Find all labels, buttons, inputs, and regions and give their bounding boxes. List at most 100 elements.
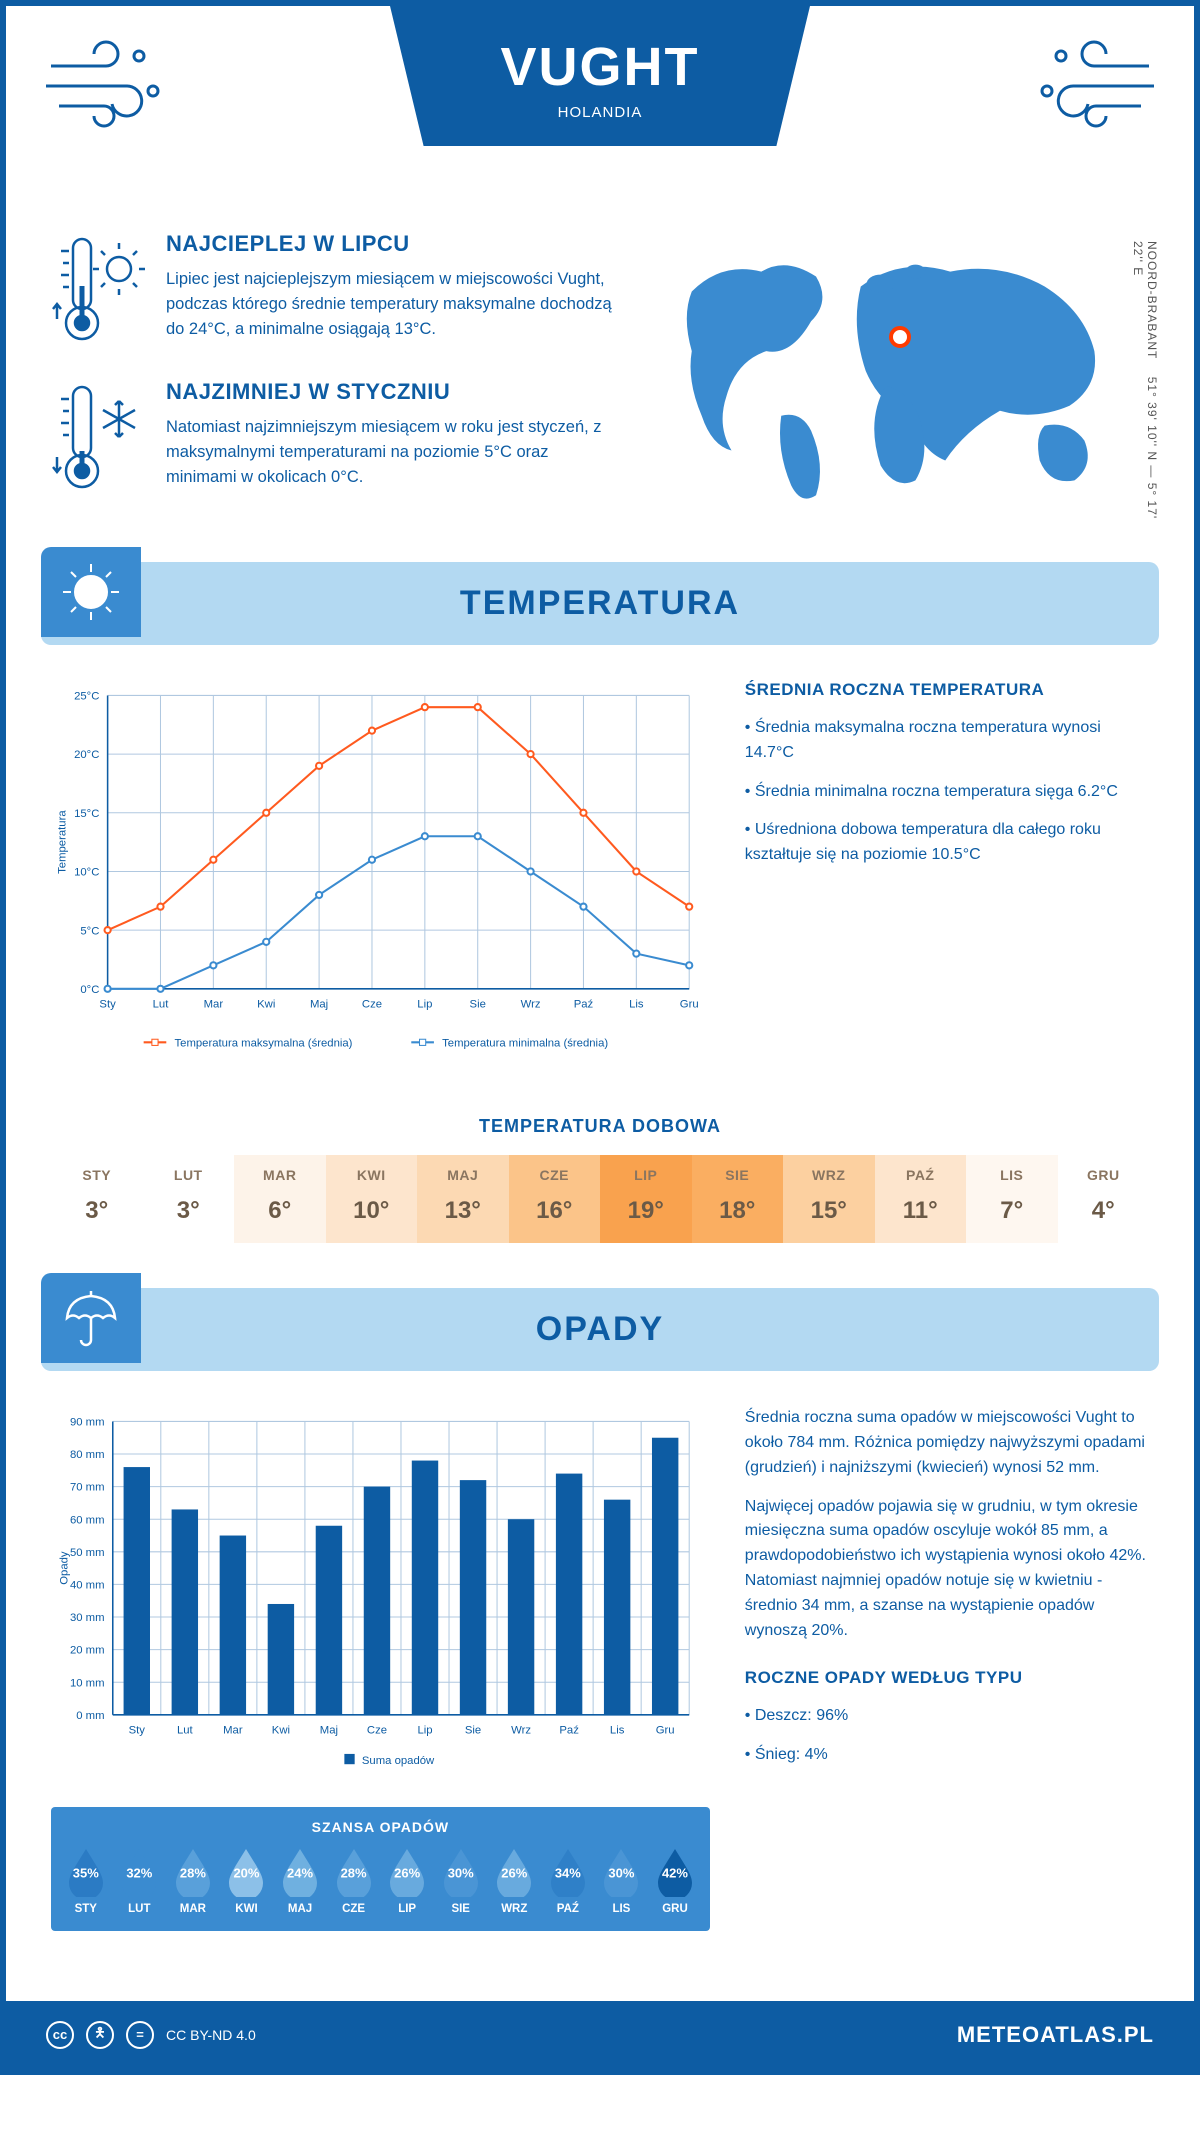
wind-icon: [41, 31, 171, 136]
temperature-summary: ŚREDNIA ROCZNA TEMPERATURA Średnia maksy…: [745, 680, 1149, 1076]
rain-chance-title: SZANSA OPADÓW: [51, 1819, 710, 1835]
svg-text:60 mm: 60 mm: [70, 1515, 105, 1527]
svg-text:25°C: 25°C: [74, 691, 99, 703]
svg-text:40 mm: 40 mm: [70, 1580, 105, 1592]
temp-cell: LIP19°: [600, 1155, 692, 1243]
section-header-precipitation: OPADY: [41, 1288, 1159, 1371]
summary-para: Średnia roczna suma opadów w miejscowośc…: [745, 1406, 1149, 1480]
svg-text:Lut: Lut: [153, 998, 170, 1010]
svg-text:Temperatura maksymalna (średni: Temperatura maksymalna (średnia): [175, 1037, 353, 1049]
temp-cell: CZE16°: [509, 1155, 601, 1243]
svg-text:Cze: Cze: [362, 998, 382, 1010]
svg-text:Maj: Maj: [320, 1724, 338, 1736]
summary-title: ŚREDNIA ROCZNA TEMPERATURA: [745, 680, 1149, 700]
svg-text:Lip: Lip: [417, 1724, 432, 1736]
svg-text:Temperatura minimalna (średnia: Temperatura minimalna (średnia): [442, 1037, 608, 1049]
temp-cell: SIE18°: [692, 1155, 784, 1243]
svg-text:Mar: Mar: [223, 1724, 243, 1736]
temp-cell: LUT3°: [143, 1155, 235, 1243]
temp-cell: MAR6°: [234, 1155, 326, 1243]
temp-cell: MAJ13°: [417, 1155, 509, 1243]
thermometer-sun-icon: [51, 231, 146, 351]
svg-text:20 mm: 20 mm: [70, 1645, 105, 1657]
svg-text:Gru: Gru: [680, 998, 699, 1010]
rain-drop: 26%WRZ: [488, 1845, 542, 1915]
by-icon: 🯅: [86, 2021, 114, 2049]
rain-chance-panel: SZANSA OPADÓW 35%STY32%LUT28%MAR20%KWI24…: [51, 1807, 710, 1931]
svg-text:0 mm: 0 mm: [76, 1710, 104, 1722]
temp-cell: KWI10°: [326, 1155, 418, 1243]
cc-icon: cc: [46, 2021, 74, 2049]
svg-text:20°C: 20°C: [74, 749, 99, 761]
rain-drop: 34%PAŹ: [541, 1845, 595, 1915]
footer: cc 🯅 = CC BY-ND 4.0 METEOATLAS.PL: [6, 2001, 1194, 2069]
svg-text:Lis: Lis: [610, 1724, 625, 1736]
precip-type-line: Deszcz: 96%: [745, 1704, 1149, 1729]
thermometer-snow-icon: [51, 379, 146, 499]
fact-title: NAJCIEPLEJ W LIPCU: [166, 231, 622, 257]
svg-text:Lis: Lis: [629, 998, 644, 1010]
svg-text:Kwi: Kwi: [257, 998, 275, 1010]
license-label: CC BY-ND 4.0: [166, 2027, 256, 2043]
precip-type-line: Śnieg: 4%: [745, 1743, 1149, 1768]
svg-text:Maj: Maj: [310, 998, 328, 1010]
svg-text:Wrz: Wrz: [511, 1724, 531, 1736]
rain-drop: 28%MAR: [166, 1845, 220, 1915]
rain-drop: 42%GRU: [648, 1845, 702, 1915]
rain-drop: 35%STY: [59, 1845, 113, 1915]
svg-text:15°C: 15°C: [74, 808, 99, 820]
svg-text:Opady: Opady: [58, 1551, 70, 1585]
svg-text:Sty: Sty: [99, 998, 116, 1010]
rain-drop: 32%LUT: [113, 1845, 167, 1915]
svg-text:5°C: 5°C: [80, 925, 99, 937]
precipitation-bar-chart: 0 mm 10 mm 20 mm 30 mm 40 mm 50 mm 60 mm 70 mm 8…: [51, 1406, 710, 1782]
section-title: TEMPERATURA: [41, 584, 1159, 623]
svg-text:Sie: Sie: [465, 1724, 481, 1736]
precip-type-title: ROCZNE OPADY WEDŁUG TYPU: [745, 1668, 1149, 1688]
svg-text:Temperatura: Temperatura: [56, 810, 68, 874]
svg-text:30 mm: 30 mm: [70, 1612, 105, 1624]
section-title: OPADY: [41, 1310, 1159, 1349]
country-label: HOLANDIA: [390, 104, 810, 121]
header: VUGHT HOLANDIA: [6, 6, 1194, 216]
svg-text:Sty: Sty: [129, 1724, 146, 1736]
rain-drop: 24%MAJ: [273, 1845, 327, 1915]
title-banner: VUGHT HOLANDIA: [390, 6, 810, 146]
svg-text:Gru: Gru: [656, 1724, 675, 1736]
temp-cell: LIS7°: [966, 1155, 1058, 1243]
svg-text:70 mm: 70 mm: [70, 1482, 105, 1494]
svg-text:10°C: 10°C: [74, 867, 99, 879]
rain-drop: 28%CZE: [327, 1845, 381, 1915]
nd-icon: =: [126, 2021, 154, 2049]
brand-label: METEOATLAS.PL: [957, 2022, 1154, 2048]
world-map: [652, 231, 1149, 511]
fact-warmest: NAJCIEPLEJ W LIPCU Lipiec jest najcieple…: [51, 231, 622, 351]
svg-text:Lip: Lip: [417, 998, 432, 1010]
temp-cell: STY3°: [51, 1155, 143, 1243]
fact-title: NAJZIMNIEJ W STYCZNIU: [166, 379, 622, 405]
rain-drop: 26%LIP: [380, 1845, 434, 1915]
svg-text:50 mm: 50 mm: [70, 1547, 105, 1559]
temp-cell: GRU4°: [1058, 1155, 1150, 1243]
rain-drop: 30%SIE: [434, 1845, 488, 1915]
svg-text:Mar: Mar: [204, 998, 224, 1010]
summary-line: Średnia minimalna roczna temperatura się…: [745, 780, 1149, 805]
section-header-temperature: TEMPERATURA: [41, 562, 1159, 645]
svg-text:Cze: Cze: [367, 1724, 387, 1736]
umbrella-icon: [41, 1273, 141, 1363]
svg-text:80 mm: 80 mm: [70, 1449, 105, 1461]
temperature-line-chart: 0°C5°C10°C15°C20°C25°CStyLutMarKwiMajCze…: [51, 680, 710, 1076]
temp-cell: PAŹ11°: [875, 1155, 967, 1243]
svg-text:Paź: Paź: [559, 1724, 579, 1736]
summary-line: Średnia maksymalna roczna temperatura wy…: [745, 716, 1149, 766]
summary-line: Uśredniona dobowa temperatura dla całego…: [745, 818, 1149, 868]
summary-para: Najwięcej opadów pojawia się w grudniu, …: [745, 1495, 1149, 1644]
svg-text:Suma opadów: Suma opadów: [362, 1755, 435, 1767]
city-title: VUGHT: [390, 36, 810, 98]
svg-text:10 mm: 10 mm: [70, 1677, 105, 1689]
wind-icon: [1029, 31, 1159, 136]
svg-text:Paź: Paź: [574, 998, 594, 1010]
svg-text:90 mm: 90 mm: [70, 1417, 105, 1429]
svg-text:Sie: Sie: [470, 998, 486, 1010]
location-pin-icon: [889, 326, 911, 348]
